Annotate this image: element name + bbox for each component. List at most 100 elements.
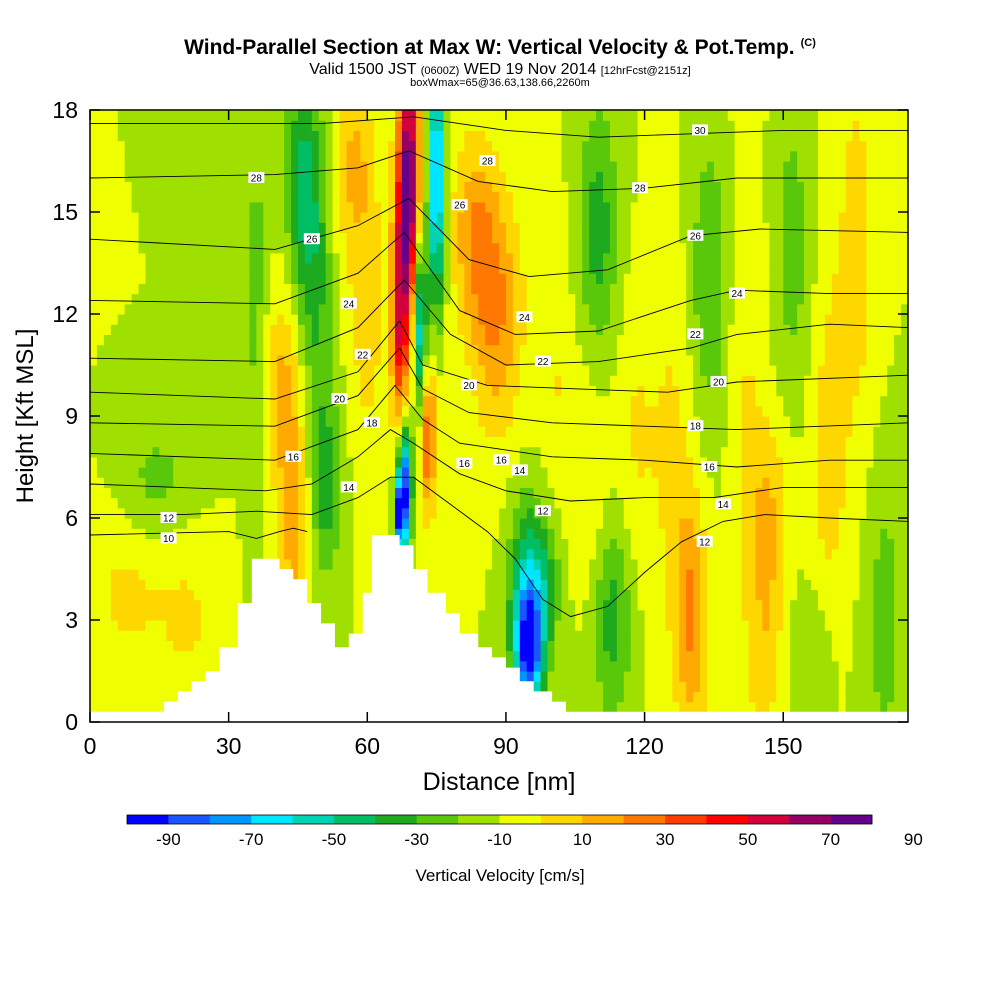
velocity-cell — [110, 487, 119, 499]
velocity-cell — [277, 507, 285, 519]
velocity-cell — [880, 293, 888, 305]
velocity-cell — [845, 558, 854, 570]
velocity-cell — [138, 640, 147, 652]
velocity-cell — [790, 691, 798, 703]
velocity-cell — [838, 569, 847, 580]
velocity-cell — [547, 620, 556, 631]
velocity-cell — [159, 630, 167, 641]
velocity-cell — [762, 609, 770, 621]
velocity-cell — [533, 467, 542, 478]
velocity-cell — [512, 518, 521, 529]
velocity-cell — [297, 334, 306, 346]
velocity-cell — [734, 691, 743, 703]
velocity-cell — [228, 365, 237, 376]
velocity-cell — [568, 609, 576, 621]
velocity-cell — [706, 303, 715, 315]
velocity-cell — [311, 548, 320, 560]
velocity-cell — [700, 354, 708, 366]
velocity-cell — [131, 701, 140, 713]
velocity-cell — [332, 589, 341, 601]
velocity-cell — [360, 477, 368, 488]
velocity-cell — [810, 620, 819, 631]
velocity-cell — [311, 579, 320, 590]
velocity-cell — [831, 691, 840, 703]
velocity-cell — [124, 640, 133, 652]
velocity-cell — [131, 548, 140, 560]
velocity-cell — [235, 334, 244, 346]
velocity-cell — [180, 630, 188, 641]
velocity-cell — [415, 416, 424, 427]
velocity-cell — [547, 467, 556, 478]
velocity-cell — [249, 528, 257, 539]
velocity-cell — [401, 334, 410, 346]
velocity-cell — [117, 446, 126, 458]
velocity-cell — [748, 538, 757, 550]
velocity-cell — [748, 477, 757, 488]
velocity-cell — [145, 538, 153, 550]
velocity-cell — [651, 497, 660, 509]
velocity-cell — [720, 579, 729, 590]
velocity-cell — [859, 507, 867, 519]
velocity-cell — [672, 558, 680, 570]
velocity-cell — [381, 385, 389, 397]
velocity-cell — [568, 640, 576, 652]
velocity-cell — [804, 630, 812, 641]
velocity-cell — [173, 569, 181, 580]
velocity-cell — [505, 477, 514, 488]
velocity-cell — [360, 426, 368, 437]
velocity-cell — [471, 334, 479, 346]
velocity-cell — [561, 569, 569, 580]
velocity-cell — [492, 589, 500, 601]
velocity-cell — [866, 691, 874, 703]
velocity-cell — [332, 569, 341, 580]
velocity-cell — [623, 395, 632, 407]
velocity-cell — [713, 671, 722, 682]
velocity-cell — [519, 385, 528, 397]
velocity-cell — [103, 344, 112, 356]
velocity-cell — [381, 334, 389, 346]
velocity-cell — [207, 589, 216, 601]
velocity-cell — [193, 344, 202, 356]
velocity-cell — [187, 416, 195, 427]
velocity-cell — [464, 589, 472, 601]
velocity-cell — [810, 456, 819, 468]
velocity-cell — [381, 426, 389, 437]
velocity-cell — [672, 579, 680, 590]
velocity-cell — [769, 569, 777, 580]
velocity-cell — [679, 640, 687, 652]
velocity-cell — [824, 395, 833, 407]
velocity-cell — [443, 487, 452, 499]
velocity-cell — [242, 344, 251, 356]
velocity-cell — [762, 660, 770, 672]
velocity-cell — [325, 375, 334, 386]
velocity-cell — [741, 640, 750, 652]
velocity-cell — [408, 375, 417, 386]
velocity-cell — [602, 579, 611, 590]
velocity-cell — [734, 303, 743, 315]
velocity-cell — [512, 324, 521, 335]
velocity-cell — [859, 344, 867, 356]
velocity-cell — [159, 620, 167, 631]
velocity-cell — [797, 314, 805, 325]
velocity-cell — [665, 691, 673, 703]
velocity-cell — [180, 538, 188, 550]
velocity-cell — [173, 640, 181, 652]
velocity-cell — [96, 589, 105, 601]
velocity-cell — [561, 477, 569, 488]
velocity-cell — [727, 599, 736, 611]
velocity-cell — [388, 477, 396, 488]
velocity-cell — [824, 467, 833, 478]
velocity-cell — [415, 405, 424, 417]
velocity-cell — [769, 426, 777, 437]
velocity-cell — [672, 569, 680, 580]
velocity-cell — [665, 538, 673, 550]
velocity-cell — [679, 467, 687, 478]
velocity-cell — [200, 324, 209, 335]
velocity-cell — [637, 620, 646, 631]
velocity-cell — [700, 446, 708, 458]
velocity-cell — [96, 477, 105, 488]
velocity-cell — [415, 467, 424, 478]
velocity-cell — [623, 303, 632, 315]
velocity-cell — [720, 599, 729, 611]
velocity-cell — [499, 303, 507, 315]
